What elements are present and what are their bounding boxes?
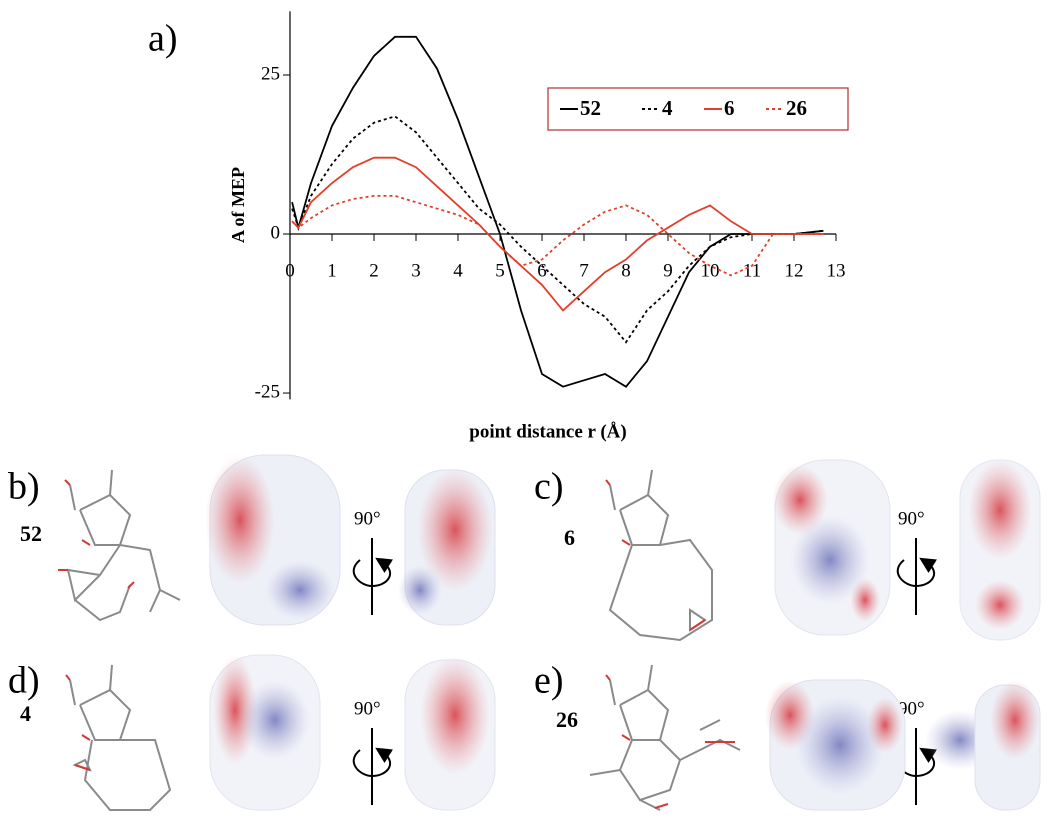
legend-frame bbox=[547, 87, 849, 131]
rotation-label: 90° bbox=[898, 508, 925, 529]
y-tick-label: 25 bbox=[261, 63, 280, 84]
chart: a) A of MEP point distance r (Å) -250250… bbox=[148, 11, 849, 442]
line-series bbox=[291, 115, 824, 344]
x-tick-label: 1 bbox=[327, 260, 337, 281]
x-tick-label: 9 bbox=[663, 260, 673, 281]
x-tick-label: 13 bbox=[827, 260, 846, 281]
x-tick-label: 3 bbox=[411, 260, 421, 281]
line-series bbox=[291, 35, 824, 388]
panel-label: d) bbox=[8, 660, 40, 702]
x-axis-label: point distance r (Å) bbox=[469, 421, 626, 442]
rotation-label: 90° bbox=[354, 698, 381, 719]
line-series bbox=[291, 195, 824, 277]
x-tick-label: 2 bbox=[369, 260, 379, 281]
molecule-structures bbox=[58, 469, 741, 811]
x-tick-label: 12 bbox=[785, 260, 804, 281]
rotation-icons bbox=[352, 538, 938, 805]
legend-label: 4 bbox=[662, 96, 673, 120]
panel-label: a) bbox=[148, 18, 178, 60]
panel-label: c) bbox=[534, 466, 564, 508]
y-tick-label: 0 bbox=[271, 222, 281, 243]
x-tick-label: 10 bbox=[701, 260, 720, 281]
mep-surfaces bbox=[205, 454, 1041, 811]
x-tick-label: 5 bbox=[495, 260, 505, 281]
line-series bbox=[291, 156, 824, 312]
legend-label: 52 bbox=[580, 96, 601, 120]
x-tick-label: 6 bbox=[537, 260, 547, 281]
panel-label: b) bbox=[8, 466, 40, 508]
x-tick-label: 4 bbox=[453, 260, 463, 281]
rotation-label: 90° bbox=[898, 698, 925, 719]
y-tick-label: -25 bbox=[255, 381, 280, 402]
compound-label: 6 bbox=[564, 525, 575, 550]
compound-label: 4 bbox=[20, 701, 31, 726]
compound-label: 26 bbox=[556, 707, 578, 732]
x-tick-label: 8 bbox=[621, 260, 631, 281]
rotation-label: 90° bbox=[354, 508, 381, 529]
x-tick-label: 11 bbox=[743, 260, 761, 281]
legend-label: 26 bbox=[786, 96, 807, 120]
y-axis-label: A of MEP bbox=[228, 167, 248, 243]
legend-label: 6 bbox=[724, 96, 735, 120]
compound-label: 52 bbox=[20, 521, 42, 546]
x-tick-label: 0 bbox=[285, 260, 295, 281]
x-tick-label: 7 bbox=[579, 260, 589, 281]
panel-label: e) bbox=[534, 660, 564, 702]
